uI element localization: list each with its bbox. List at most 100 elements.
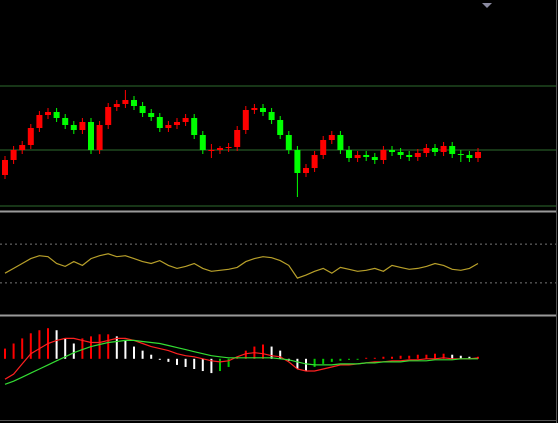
candle-body [389,150,395,152]
candle-body [217,148,223,150]
candle-body [234,130,241,147]
candle-body [337,135,344,150]
candle-body [285,135,292,150]
histogram-bar [64,338,67,359]
histogram-bar [296,358,299,369]
candle-body [36,115,43,128]
histogram-bar [382,356,385,359]
histogram-bar [107,334,110,359]
candle-body [260,108,266,112]
candle-body [414,153,421,157]
candle-body [354,155,361,158]
candle-body [457,154,464,155]
histogram-bar [330,358,333,362]
candle-body [174,122,180,125]
histogram-bar [158,358,161,360]
candle-body [88,122,94,150]
histogram-bar [373,357,376,359]
histogram-bar [141,350,144,359]
candle-body [277,120,284,135]
histogram-bar [270,346,273,359]
histogram-bar [55,330,58,359]
candle-body [432,148,438,152]
candle-body [19,145,26,150]
candle-body [148,113,155,117]
candle-body [268,112,275,120]
candle-body [165,125,172,128]
histogram-bar [184,358,187,367]
candle-body [423,148,430,153]
histogram-bar [115,336,118,359]
candle-body [182,118,189,122]
histogram-bar [12,343,15,359]
histogram-bar [399,355,402,359]
histogram-bar [124,340,127,359]
candle-body [320,140,327,155]
candle-body [199,135,206,150]
histogram-bar [365,357,368,359]
histogram-bar [339,358,342,361]
candle-body [96,125,103,150]
histogram-bar [29,333,32,359]
candle-body [70,125,77,130]
shift-marker[interactable] [482,3,492,8]
histogram-bar [408,355,411,359]
histogram-bar [167,358,170,362]
candle-body [371,157,378,160]
indicator-line [4,339,478,385]
candle-body [27,128,34,145]
indicator-line [4,253,479,279]
candle-body [131,100,137,106]
candle-body [397,152,404,155]
histogram-bar [391,356,393,359]
histogram-bar [38,330,41,359]
histogram-bar [451,354,454,359]
histogram-bar [322,358,325,364]
histogram-bar [4,348,6,359]
candle-body [225,147,232,148]
histogram-bar [262,344,264,359]
histogram-bar [279,350,282,359]
histogram-bar [133,346,135,359]
candle-body [311,155,318,168]
histogram-bar [442,353,445,359]
candle-body [62,118,69,125]
histogram-bar [90,336,92,359]
candle-body [440,146,447,152]
histogram-bar [356,358,359,360]
candle-body [79,122,86,130]
candle-body [2,160,8,175]
histogram-bar [477,356,479,359]
histogram-bar [210,358,213,374]
candle-body [303,168,309,173]
candle-body [251,108,258,110]
histogram-bar [72,343,75,359]
candle-body [346,150,352,158]
candle-body [449,146,456,154]
histogram-bar [313,358,316,367]
histogram-bar [201,358,204,372]
candle-body [475,152,481,158]
candle-body [294,150,301,173]
candle-body [191,118,198,135]
candle-body [406,155,413,157]
histogram-bar [348,358,350,360]
histogram-bar [176,358,178,365]
candle-body [105,107,112,125]
candle-body [328,135,335,140]
histogram-bar [434,353,436,359]
candle-body [10,150,17,160]
histogram-bar [227,358,230,367]
histogram-bar [244,350,247,359]
candle-body [122,100,129,104]
candle-body [242,110,249,130]
candle-body [156,117,163,128]
histogram-bar [193,358,196,369]
histogram-bar [81,338,84,359]
candle-body [208,150,215,151]
histogram-bar [98,334,101,359]
histogram-bar [425,354,428,359]
candle-body [113,104,120,107]
